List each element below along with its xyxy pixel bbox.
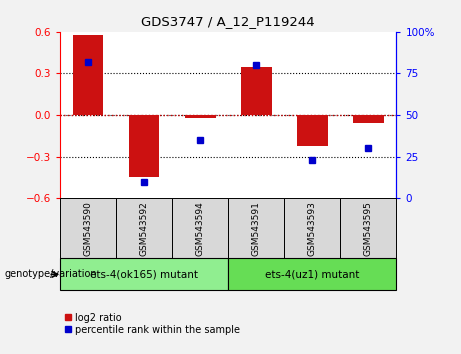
Bar	[297, 115, 328, 145]
Text: ets-4(ok165) mutant: ets-4(ok165) mutant	[90, 269, 198, 279]
Bar	[228, 258, 396, 290]
Bar	[284, 198, 340, 258]
Text: genotype/variation: genotype/variation	[5, 269, 97, 279]
Bar	[60, 198, 116, 258]
Title: GDS3747 / A_12_P119244: GDS3747 / A_12_P119244	[142, 15, 315, 28]
Bar	[241, 67, 272, 115]
Text: GSM543592: GSM543592	[140, 201, 148, 256]
Bar	[340, 198, 396, 258]
Bar	[60, 258, 228, 290]
Text: GSM543591: GSM543591	[252, 201, 261, 256]
Bar	[228, 198, 284, 258]
Text: GSM543594: GSM543594	[195, 201, 205, 256]
Bar	[72, 35, 103, 115]
Text: GSM543593: GSM543593	[308, 201, 317, 256]
Bar	[129, 115, 160, 177]
Bar	[185, 115, 216, 118]
Text: ets-4(uz1) mutant: ets-4(uz1) mutant	[265, 269, 360, 279]
Bar	[116, 198, 172, 258]
Legend: log2 ratio, percentile rank within the sample: log2 ratio, percentile rank within the s…	[65, 313, 241, 335]
Bar	[172, 198, 228, 258]
Text: GSM543595: GSM543595	[364, 201, 373, 256]
Text: GSM543590: GSM543590	[83, 201, 93, 256]
Bar	[353, 115, 384, 124]
